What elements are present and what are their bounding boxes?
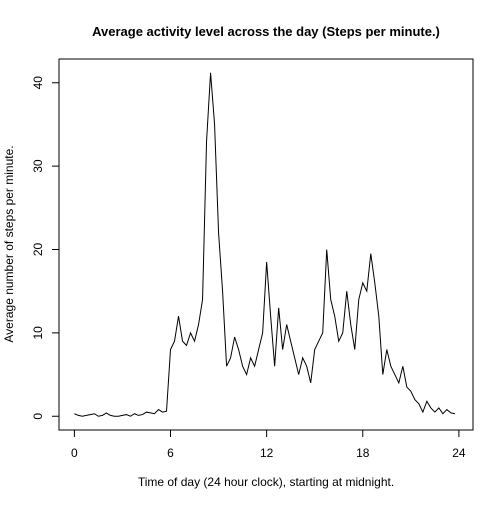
y-tick-label: 40 bbox=[31, 76, 45, 90]
y-tick-label: 0 bbox=[31, 413, 45, 420]
x-tick-label: 6 bbox=[167, 446, 174, 460]
x-tick-label: 12 bbox=[260, 446, 274, 460]
x-axis-title: Time of day (24 hour clock), starting at… bbox=[138, 475, 394, 489]
x-tick-label: 18 bbox=[356, 446, 370, 460]
x-tick-label: 24 bbox=[452, 446, 466, 460]
line bbox=[74, 72, 456, 417]
y-axis-title: Average number of steps per minute. bbox=[2, 145, 16, 342]
y-tick-label: 10 bbox=[31, 326, 45, 340]
x-tick-label: 0 bbox=[71, 446, 78, 460]
chart-title: Average activity level across the day (S… bbox=[92, 24, 440, 39]
y-tick-label: 20 bbox=[31, 243, 45, 257]
y-tick-label: 30 bbox=[31, 159, 45, 173]
